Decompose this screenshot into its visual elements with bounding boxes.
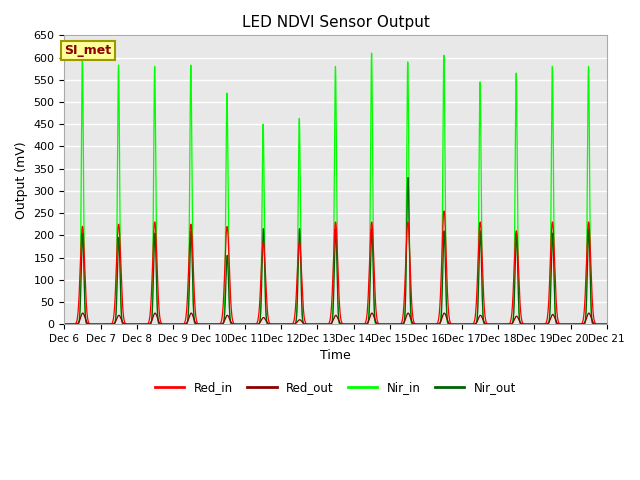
Nir_out (179, 321, 187, 327)
Red_out (191, 318, 198, 324)
Y-axis label: Output (mV): Output (mV) (15, 141, 28, 218)
Red_out (585, 310, 593, 316)
Red_out (120, 320, 127, 326)
Nir_out (120, 321, 127, 327)
Nir_in (78, 107, 86, 113)
Red_in (531, 321, 538, 327)
Red_out (603, 321, 611, 327)
Text: SI_met: SI_met (65, 44, 112, 57)
Line: Nir_out: Nir_out (65, 178, 607, 324)
Nir_out (191, 319, 198, 325)
Red_in (78, 230, 86, 236)
Nir_in (603, 321, 611, 327)
Red_in (440, 208, 448, 214)
Line: Nir_in: Nir_in (65, 53, 607, 324)
Legend: Red_in, Red_out, Nir_in, Nir_out: Red_in, Red_out, Nir_in, Nir_out (150, 377, 521, 399)
Red_in (191, 297, 198, 303)
Line: Red_in: Red_in (65, 211, 607, 324)
Nir_in (179, 321, 187, 327)
Red_out (348, 321, 355, 327)
Title: LED NDVI Sensor Output: LED NDVI Sensor Output (242, 15, 429, 30)
Nir_out (348, 321, 355, 327)
X-axis label: Time: Time (320, 349, 351, 362)
Nir_out (603, 321, 611, 327)
Red_out (531, 321, 538, 327)
Red_in (61, 321, 68, 327)
Red_in (348, 321, 355, 327)
Nir_out (404, 175, 412, 180)
Nir_in (531, 321, 538, 327)
Red_out (61, 321, 68, 327)
Nir_out (78, 251, 86, 256)
Nir_out (61, 321, 68, 327)
Nir_out (531, 321, 538, 327)
Line: Red_out: Red_out (65, 313, 607, 324)
Nir_in (61, 321, 68, 327)
Nir_in (348, 321, 355, 327)
Nir_in (368, 50, 376, 56)
Nir_in (191, 321, 198, 326)
Red_out (179, 321, 187, 327)
Red_in (120, 313, 127, 319)
Red_in (179, 321, 187, 327)
Red_in (603, 321, 611, 327)
Nir_in (120, 321, 127, 327)
Red_out (78, 312, 86, 317)
